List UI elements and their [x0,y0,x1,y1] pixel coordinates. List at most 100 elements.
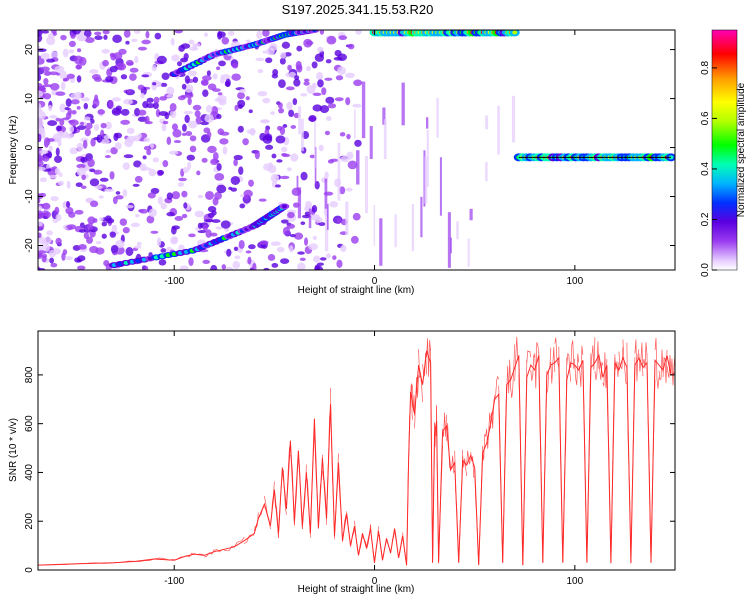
heatmap-noise-blob [205,190,215,200]
heatmap-noise-blob [67,120,75,124]
snr-series-detail [442,412,447,437]
heatmap-noise-blob [194,43,201,47]
heatmap-noise-blob [200,79,209,86]
heatmap-noise-blob [137,46,148,51]
heatmap-noise-blob [162,120,169,125]
heatmap-noise-blob [294,75,300,81]
heatmap-noise-blob [83,30,92,38]
heatmap-noise-blob [233,159,238,167]
heatmap-noise-blob [84,128,91,137]
heatmap-noise-blob [157,196,163,205]
heatmap-noise-blob [234,255,241,260]
heatmap-noise-blob [156,55,167,65]
heatmap-noise-blob [160,248,167,253]
heatmap-noise-blob [245,96,250,101]
heatmap-noise-blob [326,35,337,45]
heatmap-noise-blob [311,205,318,213]
snr-series-detail [470,451,475,478]
heatmap-noise-blob [312,92,322,97]
snr-series-detail [446,423,451,469]
heatmap-noise-blob [259,132,266,141]
heatmap-noise-blob [38,102,42,110]
heatmap-noise-blob [207,206,217,213]
heatmap-noise-blob [296,45,303,52]
heatmap-noise-blob [64,256,74,261]
heatmap-noise-blob [94,94,99,103]
heatmap-noise-blob [69,125,75,133]
heatmap-noise-blob [338,35,348,41]
heatmap-noise-blob [108,100,114,108]
heatmap-noise-blob [43,92,52,100]
heatmap-noise-blob [254,150,260,160]
heatmap-noise-blob [181,123,187,132]
heatmap-streak [394,214,397,248]
snr-series-detail [257,506,265,519]
heatmap-noise-blob [282,123,288,128]
snr-y-tick-label: 600 [24,415,35,432]
heatmap-noise-blob [257,91,268,97]
heatmap-noise-blob [324,77,333,81]
heatmap-noise-blob [289,245,294,253]
snr-series-detail [358,535,363,556]
heatmap-noise-blob [38,57,45,65]
heatmap-noise-blob [83,102,89,110]
heatmap-noise-blob [171,54,180,62]
heatmap-noise-blob [227,30,235,36]
snr-series-detail [154,557,175,561]
heatmap-noise-blob [134,245,142,249]
heatmap-noise-blob [152,157,159,163]
heatmap-noise-blob [38,133,42,138]
heatmap-noise-blob [214,173,225,181]
snr-series-detail [422,352,427,377]
heatmap-noise-blob [99,139,110,145]
heatmap-noise-blob [247,256,252,265]
heatmap-noise-blob [297,251,305,255]
heatmap-noise-blob [113,52,123,60]
heatmap-noise-blob [233,154,243,161]
snr-series-detail [432,423,435,563]
snr-series-detail [302,464,307,529]
heatmap-noise-blob [187,70,197,77]
heatmap-noise-blob [156,237,162,247]
heatmap-noise-blob [38,110,46,120]
heatmap-noise-blob [60,34,67,41]
heatmap-noise-blob [143,137,151,143]
heatmap-noise-blob [305,65,312,72]
heatmap-noise-blob [75,182,83,188]
snr-series-detail [426,338,431,377]
heatmap-noise-blob [180,57,189,63]
heatmap-noise-blob [209,232,218,237]
heatmap-noise-blob [300,171,308,181]
heatmap-noise-blob [54,206,60,215]
heatmap-noise-blob [123,98,134,105]
heatmap-noise-blob [169,150,179,155]
heatmap-noise-blob [46,36,56,46]
heatmap-streak [298,106,302,135]
heatmap-noise-blob [83,116,91,121]
snr-y-tick-label: 400 [24,464,35,481]
heatmap-noise-blob [76,75,82,83]
snr-series-detail [306,479,311,538]
heatmap-noise-blob [42,202,51,210]
snr-series-detail [350,528,355,548]
heatmap-noise-blob [137,84,145,91]
heatmap-noise-blob [109,65,118,73]
heatmap-noise-blob [311,82,317,89]
heatmap-noise-blob [166,192,173,200]
heatmap-frame [37,29,676,271]
heatmap-noise-blob [49,257,55,264]
heatmap-streak [337,142,341,201]
heatmap-noise-blob [160,202,167,210]
snr-series-detail [506,359,512,394]
heatmap-noise-blob [319,257,327,261]
heatmap-noise-blob [112,196,118,205]
heatmap-trace-point [512,30,518,35]
heatmap-noise-blob [196,170,201,176]
heatmap-noise-blob [204,113,214,123]
snr-series-detail [482,428,488,461]
heatmap-noise-blob [83,231,90,240]
heatmap-noise-blob [55,237,62,245]
snr-series-detail [662,349,668,384]
heatmap-streak [485,162,488,182]
heatmap-noise-blob [212,88,221,92]
